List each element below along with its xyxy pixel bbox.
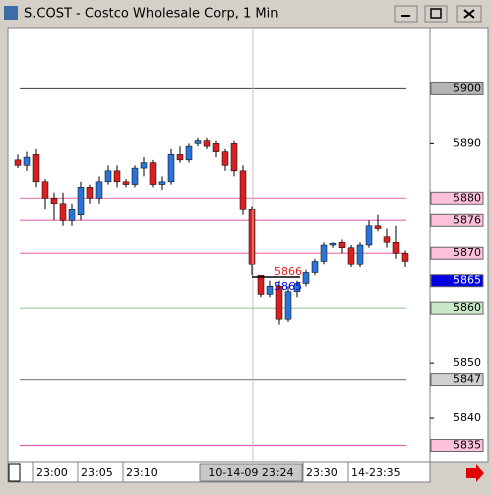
candle-body xyxy=(374,225,382,229)
price-level-box xyxy=(430,246,484,260)
window-title: S.COST - Costco Wholesale Corp, 1 Min xyxy=(24,7,278,22)
candle-body xyxy=(41,181,49,199)
candle-body xyxy=(86,187,94,199)
candle-body xyxy=(275,285,283,320)
candle-body xyxy=(203,140,211,147)
minimize-button[interactable] xyxy=(394,5,418,23)
candle-body xyxy=(59,203,67,221)
price-level-box xyxy=(430,301,484,315)
x-tick-label: 23:00 xyxy=(36,466,68,479)
price-level-box xyxy=(430,213,484,227)
candle-body xyxy=(68,209,76,221)
price-level-label: 5876 xyxy=(453,213,481,226)
candle-body xyxy=(293,283,301,292)
candle-body xyxy=(356,244,364,265)
price-level-box xyxy=(430,439,484,453)
candle-body xyxy=(185,145,193,161)
candle-body xyxy=(311,261,319,273)
y-tick-label: 5850 xyxy=(453,356,481,369)
candle-body xyxy=(284,291,292,320)
price-level-label: 5880 xyxy=(453,191,481,204)
price-level-label: 5900 xyxy=(453,81,481,94)
candle-body xyxy=(302,272,310,284)
candle-body xyxy=(338,242,346,248)
candle-body xyxy=(122,181,130,185)
price-level-box xyxy=(430,191,484,205)
price-level-label: 5860 xyxy=(453,301,481,314)
scroll-arrow[interactable] xyxy=(466,464,484,482)
candle-body xyxy=(95,181,103,199)
candle-body xyxy=(50,198,58,205)
x-tick-label: 23:10 xyxy=(126,466,158,479)
candle-body xyxy=(392,242,400,254)
candle-body xyxy=(383,236,391,243)
candle-body xyxy=(131,167,139,185)
candle-body xyxy=(140,162,148,169)
close-icon xyxy=(463,9,475,19)
price-level-box xyxy=(430,81,484,95)
candle-body xyxy=(194,140,202,144)
candle-body xyxy=(347,247,355,265)
price-level-label: 5847 xyxy=(453,373,481,386)
candle-body xyxy=(329,243,337,246)
candle-body xyxy=(32,154,40,183)
x-tick-label: 14-23:35 xyxy=(351,466,401,479)
x-tick-label: 23:05 xyxy=(81,466,113,479)
axis-corner-box[interactable] xyxy=(8,463,21,482)
minimize-icon xyxy=(401,15,410,17)
candle-body xyxy=(212,143,220,152)
price-level-label: 5870 xyxy=(453,246,481,259)
candle-body xyxy=(77,187,85,216)
price-axis xyxy=(429,27,489,463)
y-tick-label: 5890 xyxy=(453,136,481,149)
x-tick-label: 23:30 xyxy=(306,466,338,479)
price-level-label: 5835 xyxy=(453,439,481,452)
candle-body xyxy=(320,244,328,262)
price-level-box xyxy=(430,274,484,288)
y-tick-label: 5840 xyxy=(453,411,481,424)
candle-body xyxy=(104,170,112,183)
app-icon xyxy=(4,6,18,20)
candle-body xyxy=(221,151,229,166)
crosshair-time-box xyxy=(199,463,303,482)
candle-body xyxy=(113,170,121,183)
price-level-label: 5865 xyxy=(453,274,481,287)
candle-body xyxy=(239,170,247,210)
candle-body xyxy=(401,252,409,262)
candle-body xyxy=(230,143,238,172)
crosshair-high-label: 5866 xyxy=(274,265,302,278)
candle-body xyxy=(248,209,256,265)
crosshair-low-label: 5865 xyxy=(274,280,302,293)
price-level-box xyxy=(430,373,484,387)
candle-body xyxy=(149,162,157,185)
candle-body xyxy=(14,159,22,166)
candle-body xyxy=(266,285,274,295)
candle-body xyxy=(365,225,373,246)
candle-body xyxy=(257,274,265,295)
candle-body xyxy=(167,154,175,183)
crosshair-time-label: 10-14-09 23:24 xyxy=(208,466,293,479)
candle-body xyxy=(158,181,166,185)
window-buttons[interactable] xyxy=(394,5,482,23)
maximize-icon xyxy=(430,8,442,19)
candle-body xyxy=(176,154,184,161)
candle-body xyxy=(23,156,31,166)
